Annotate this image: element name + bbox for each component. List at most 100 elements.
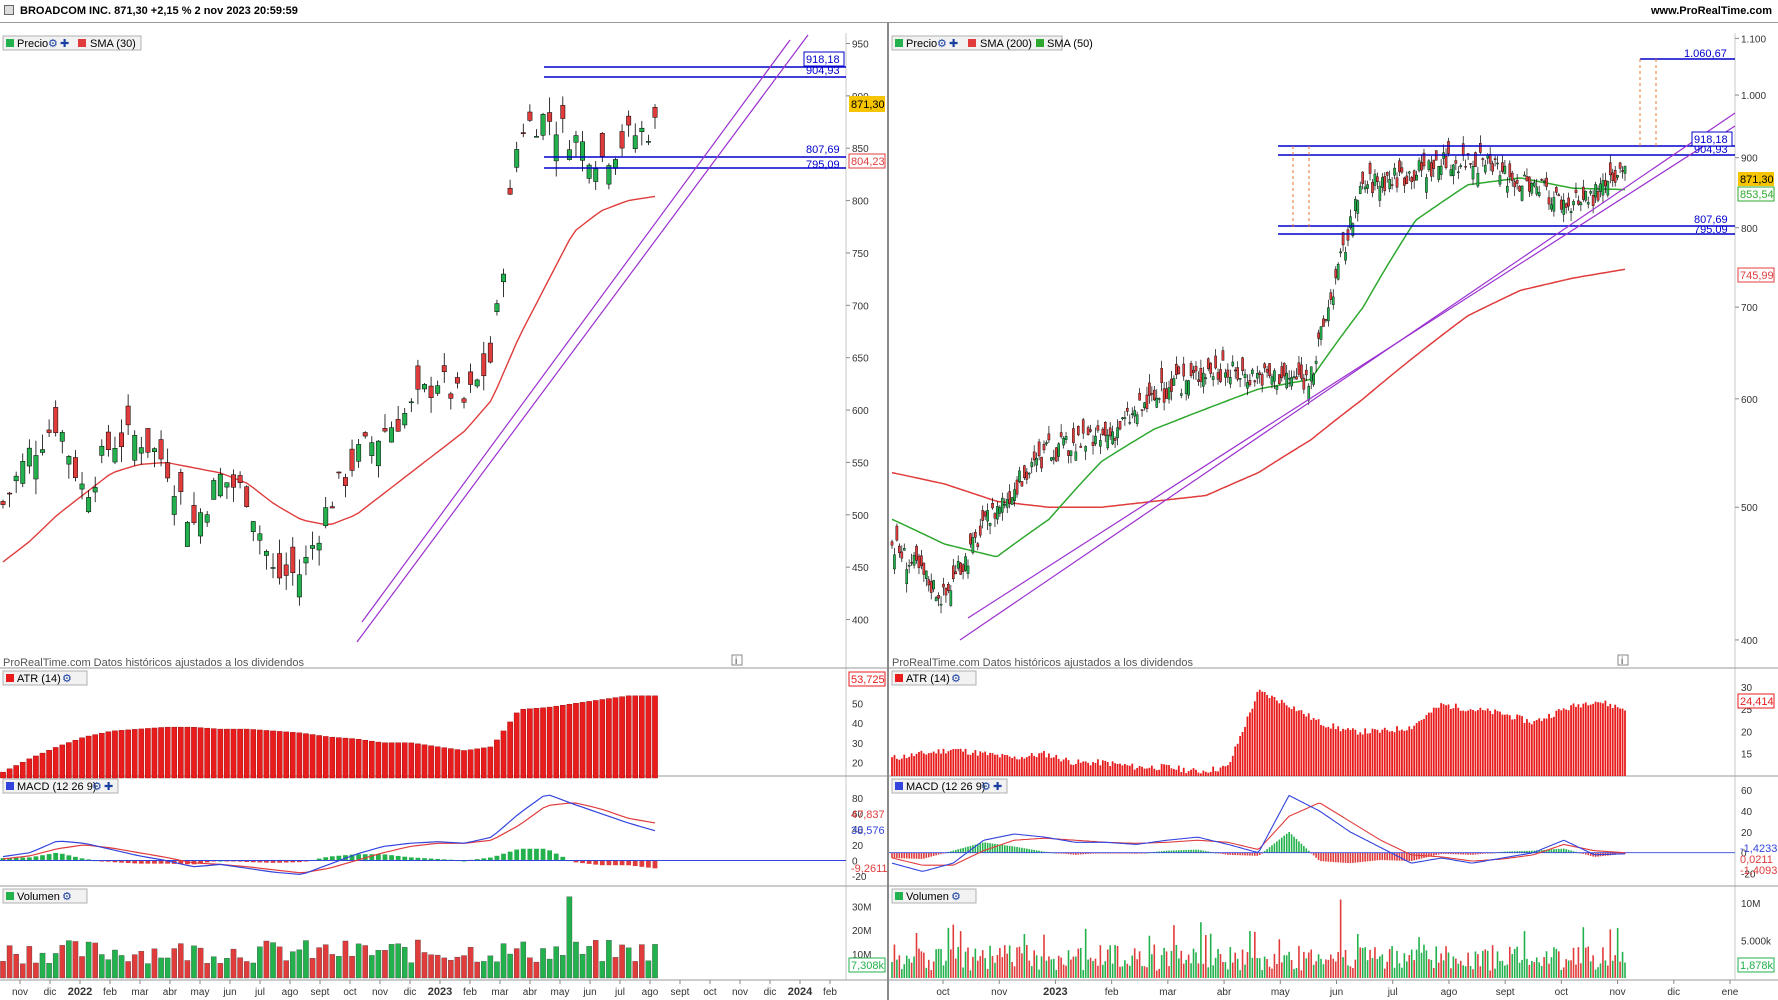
site-link[interactable]: www.ProRealTime.com [1650, 5, 1772, 17]
candle-body [349, 448, 355, 471]
wrench-icon[interactable]: ⚙ [951, 891, 961, 903]
macd-hist-bar [1190, 849, 1192, 853]
macd-hist-bar [1432, 852, 1435, 856]
wrench-icon[interactable]: ⚙ [48, 38, 58, 50]
macd-hist-bar [211, 860, 217, 862]
atr-bar [1339, 731, 1342, 776]
candle-body [1297, 362, 1301, 375]
volume-bar [6, 945, 13, 979]
candle-body [1346, 229, 1350, 241]
atr-bar [1310, 719, 1313, 776]
left-legend[interactable]: Precio ⚙ ✚ SMA (30) [2, 35, 142, 51]
info-icon[interactable] [1617, 654, 1629, 666]
volume-bar [1016, 947, 1018, 978]
macd-hist-bar [237, 860, 243, 862]
add-icon[interactable]: ✚ [60, 38, 69, 50]
macd-tick-label: 60 [852, 810, 864, 821]
atr-bar [131, 729, 138, 779]
macd-hist-bar [1204, 851, 1207, 853]
volume-bar [1344, 949, 1347, 978]
wrench-icon[interactable]: ⚙ [951, 673, 961, 685]
atr-bar [1239, 735, 1242, 776]
volume-bar [401, 947, 408, 979]
add-icon[interactable]: ✚ [993, 781, 1002, 793]
wrench-icon[interactable]: ⚙ [981, 781, 991, 793]
macd-hist-bar [1285, 833, 1288, 853]
volume-bar [991, 956, 994, 978]
volume-bar [481, 961, 487, 979]
atr-bar [1560, 710, 1563, 776]
candle-body [1206, 358, 1210, 369]
candle-body [586, 164, 592, 179]
add-icon[interactable]: ✚ [949, 38, 958, 50]
atr-bar [1234, 746, 1237, 776]
atr-bar [527, 708, 533, 779]
atr-bar [138, 728, 145, 779]
right-legend[interactable]: Precio ⚙ ✚ SMA (200) SMA (50) [891, 35, 1093, 51]
candle-body [1621, 170, 1624, 172]
atr-bar [1298, 710, 1300, 776]
left-volume-legend[interactable]: Volumen ⚙ [2, 888, 88, 904]
macd-hist-bar [369, 854, 375, 861]
candle-body [316, 542, 322, 551]
x-tick-label: mar [1159, 987, 1177, 998]
macd-hist-bar [573, 860, 579, 863]
price-tick-label: 900 [1741, 154, 1758, 165]
atr-bar [1535, 720, 1538, 776]
atr-bar [1354, 729, 1357, 776]
volume-bar [276, 946, 283, 979]
atr-bar [1405, 730, 1408, 776]
macd-hist-bar [1560, 848, 1563, 853]
atr-bar [922, 753, 925, 776]
macd-tick-label: 0 [852, 857, 858, 868]
volume-bar [39, 952, 46, 979]
candle-body [1278, 374, 1281, 384]
macd-hist-bar [923, 852, 925, 859]
atr-bar [910, 753, 913, 776]
volume-bar [1489, 970, 1491, 978]
macd-hist-bar [1175, 850, 1178, 853]
left-atr-legend[interactable]: ATR (14) ⚙ [2, 670, 88, 686]
candle-body [1545, 177, 1548, 187]
volume-bar [1526, 958, 1528, 978]
macd-hist-bar [428, 858, 434, 861]
wrench-icon[interactable]: ⚙ [62, 891, 72, 903]
candle-body [922, 562, 926, 575]
macd-hist-bar [1023, 848, 1026, 853]
atr-bar [1195, 769, 1197, 776]
candle-body [1535, 186, 1539, 195]
right-drawings[interactable] [959, 58, 1736, 641]
candle-body [1268, 363, 1271, 377]
volume-bar [1386, 961, 1389, 978]
atr-bar [1538, 718, 1541, 776]
atr-bar [1342, 728, 1344, 776]
info-icon[interactable] [731, 654, 743, 666]
macd-hist-bar [198, 860, 203, 864]
candle-body [1236, 367, 1239, 380]
candle-body [1329, 292, 1333, 300]
atr-bar [1388, 731, 1391, 776]
atr-bar [1442, 704, 1445, 776]
volume-bar [428, 954, 434, 979]
atr-tick-label: 40 [852, 719, 864, 730]
candle-body [1577, 200, 1580, 205]
wrench-icon[interactable]: ⚙ [937, 38, 947, 50]
price-tick-label: 1.100 [1741, 34, 1766, 45]
wrench-icon[interactable]: ⚙ [92, 781, 102, 793]
wrench-icon[interactable]: ⚙ [62, 673, 72, 685]
volume-bar [619, 944, 625, 979]
left-drawings[interactable] [356, 34, 846, 643]
atr-bar [612, 697, 619, 779]
right-volume-legend[interactable]: Volumen ⚙ [891, 888, 977, 904]
atr-bar [896, 758, 898, 776]
atr-bar [1187, 771, 1190, 776]
right-macd-legend[interactable]: MACD (12 26 9) ⚙ ✚ [891, 778, 1008, 794]
left-macd-legend[interactable]: MACD (12 26 9) ⚙ ✚ [2, 778, 119, 794]
right-atr-legend[interactable]: ATR (14) ⚙ [891, 670, 977, 686]
volume-bar [957, 946, 959, 978]
add-icon[interactable]: ✚ [104, 781, 113, 793]
macd-hist-bar [1408, 852, 1411, 862]
volume-bar [1371, 958, 1374, 978]
volume-bar [1043, 934, 1045, 978]
volume-bar [1234, 952, 1237, 978]
